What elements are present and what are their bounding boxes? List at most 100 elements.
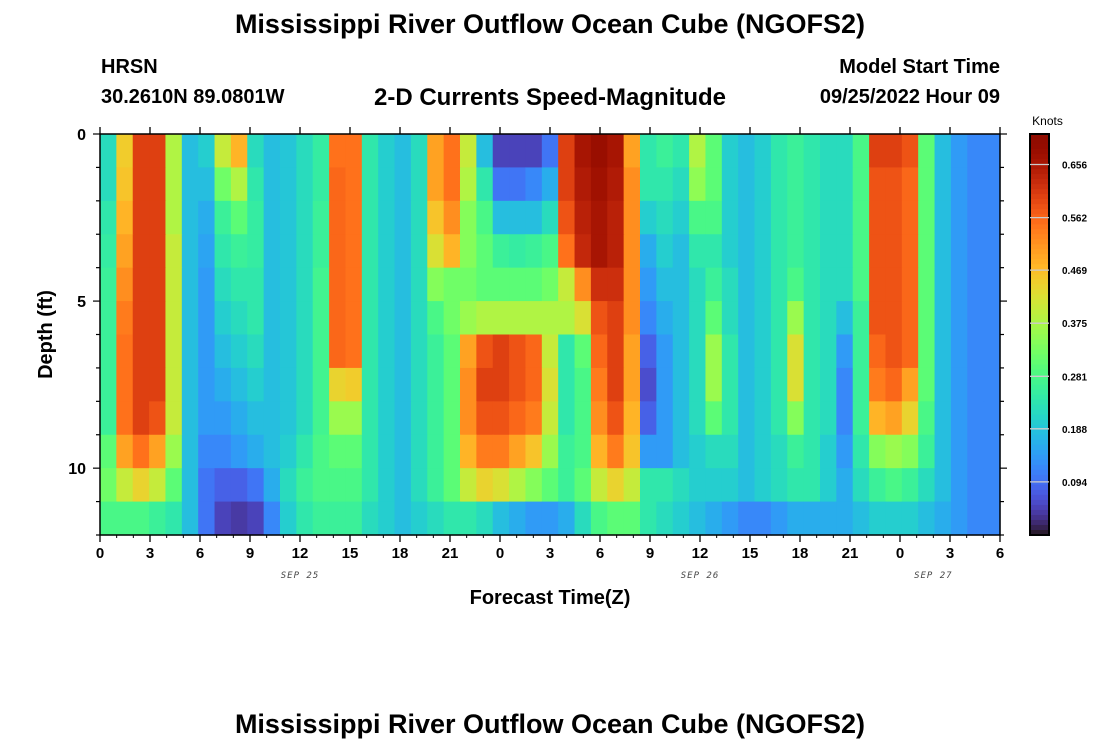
- heatmap-cell: [100, 468, 117, 503]
- colorbar-segment: [1030, 509, 1049, 516]
- heatmap-cell: [296, 134, 314, 169]
- heatmap-cell: [263, 434, 281, 469]
- heatmap-cell: [607, 401, 625, 436]
- heatmap-cell: [918, 234, 936, 269]
- heatmap-cell: [460, 367, 477, 402]
- x-tick-label: 18: [792, 545, 809, 562]
- heatmap-cell: [116, 134, 134, 169]
- variable-title: 2-D Currents Speed-Magnitude: [373, 84, 727, 111]
- heatmap-cell: [214, 234, 232, 269]
- chart-title: Mississippi River Outflow Ocean Cube (NG…: [234, 9, 866, 39]
- heatmap-cell: [983, 334, 1001, 369]
- x-tick-label: 21: [442, 545, 459, 562]
- heatmap-cell: [230, 434, 248, 469]
- colorbar-segment: [1030, 424, 1049, 431]
- heatmap-cell: [803, 434, 821, 469]
- heatmap-cell: [230, 501, 248, 536]
- heatmap-cell: [460, 267, 477, 302]
- y-tick-label: 10: [68, 461, 86, 478]
- heatmap-cell: [558, 167, 576, 202]
- heatmap-cell: [132, 167, 150, 202]
- colorbar-segment: [1030, 499, 1049, 506]
- heatmap-cell: [705, 301, 723, 336]
- heatmap-cell: [738, 334, 756, 369]
- heatmap-cell: [558, 501, 576, 536]
- heatmap-cell: [950, 234, 968, 269]
- heatmap-cell: [590, 334, 608, 369]
- heatmap-cell: [263, 167, 281, 202]
- heatmap-cell: [149, 200, 167, 235]
- heatmap-cell: [378, 501, 396, 536]
- heatmap-cell: [820, 401, 837, 436]
- heatmap-cell: [100, 301, 117, 336]
- heatmap-cell: [705, 501, 723, 536]
- colorbar-segment: [1030, 504, 1049, 511]
- heatmap-cell: [950, 200, 968, 235]
- heatmap-cell: [836, 501, 854, 536]
- heatmap-cell: [460, 468, 477, 503]
- heatmap-cell: [263, 468, 281, 503]
- heatmap-cell: [901, 167, 919, 202]
- colorbar-segment: [1030, 254, 1049, 260]
- colorbar-segment: [1030, 489, 1049, 496]
- heatmap-cell: [214, 167, 232, 202]
- heatmap-cell: [640, 134, 657, 169]
- heatmap-cell: [410, 267, 428, 302]
- heatmap-cell: [885, 401, 903, 436]
- heatmap-cell: [394, 501, 412, 536]
- heatmap-cell: [983, 468, 1001, 503]
- heatmap-cell: [329, 434, 347, 469]
- heatmap-cell: [296, 301, 314, 336]
- colorbar-segment: [1030, 279, 1049, 285]
- heatmap-cell: [378, 301, 396, 336]
- heatmap-cell: [574, 301, 592, 336]
- heatmap-cell: [590, 200, 608, 235]
- heatmap-cell: [198, 501, 216, 536]
- heatmap-cell: [394, 134, 412, 169]
- heatmap-cell: [345, 167, 363, 202]
- heatmap-cell: [950, 267, 968, 302]
- heatmap-cell: [312, 167, 330, 202]
- heatmap-cell: [623, 334, 641, 369]
- heatmap-cell: [689, 468, 707, 503]
- heatmap-cell: [590, 167, 608, 202]
- heatmap-cell: [983, 434, 1001, 469]
- heatmap-cell: [230, 167, 248, 202]
- heatmap-cell: [950, 167, 968, 202]
- heatmap-cell: [116, 301, 134, 336]
- y-tick-label: 0: [77, 127, 86, 144]
- heatmap-cell: [803, 401, 821, 436]
- heatmap-cell: [820, 367, 837, 402]
- heatmap-cell: [967, 234, 985, 269]
- colorbar-segment: [1030, 494, 1049, 501]
- heatmap-cell: [410, 434, 428, 469]
- colorbar-segment: [1030, 219, 1049, 225]
- heatmap-cell: [590, 501, 608, 536]
- heatmap-cell: [361, 468, 379, 503]
- heatmap-cell: [410, 367, 428, 402]
- heatmap-cell: [590, 367, 608, 402]
- heatmap-cell: [132, 200, 150, 235]
- heatmap-cell: [247, 434, 265, 469]
- heatmap-cell: [869, 200, 887, 235]
- heatmap-cell: [509, 401, 527, 436]
- x-tick-label: 6: [596, 545, 604, 562]
- heatmap-cell: [754, 167, 772, 202]
- heatmap-cell: [492, 334, 510, 369]
- heatmap-cell: [918, 401, 936, 436]
- heatmap-cell: [852, 434, 870, 469]
- heatmap-cell: [427, 501, 445, 536]
- heatmap-cell: [492, 501, 510, 536]
- heatmap-cell: [672, 167, 690, 202]
- heatmap-cell: [656, 134, 674, 169]
- heatmap-cell: [247, 134, 265, 169]
- heatmap-cell: [329, 234, 347, 269]
- colorbar-segment: [1030, 384, 1049, 391]
- heatmap-cell: [460, 234, 477, 269]
- heatmap-cell: [149, 234, 167, 269]
- colorbar-segment: [1030, 184, 1049, 190]
- heatmap-cell: [378, 167, 396, 202]
- x-tick-label: 15: [742, 545, 759, 562]
- heatmap-cell: [672, 234, 690, 269]
- heatmap-cell: [149, 301, 167, 336]
